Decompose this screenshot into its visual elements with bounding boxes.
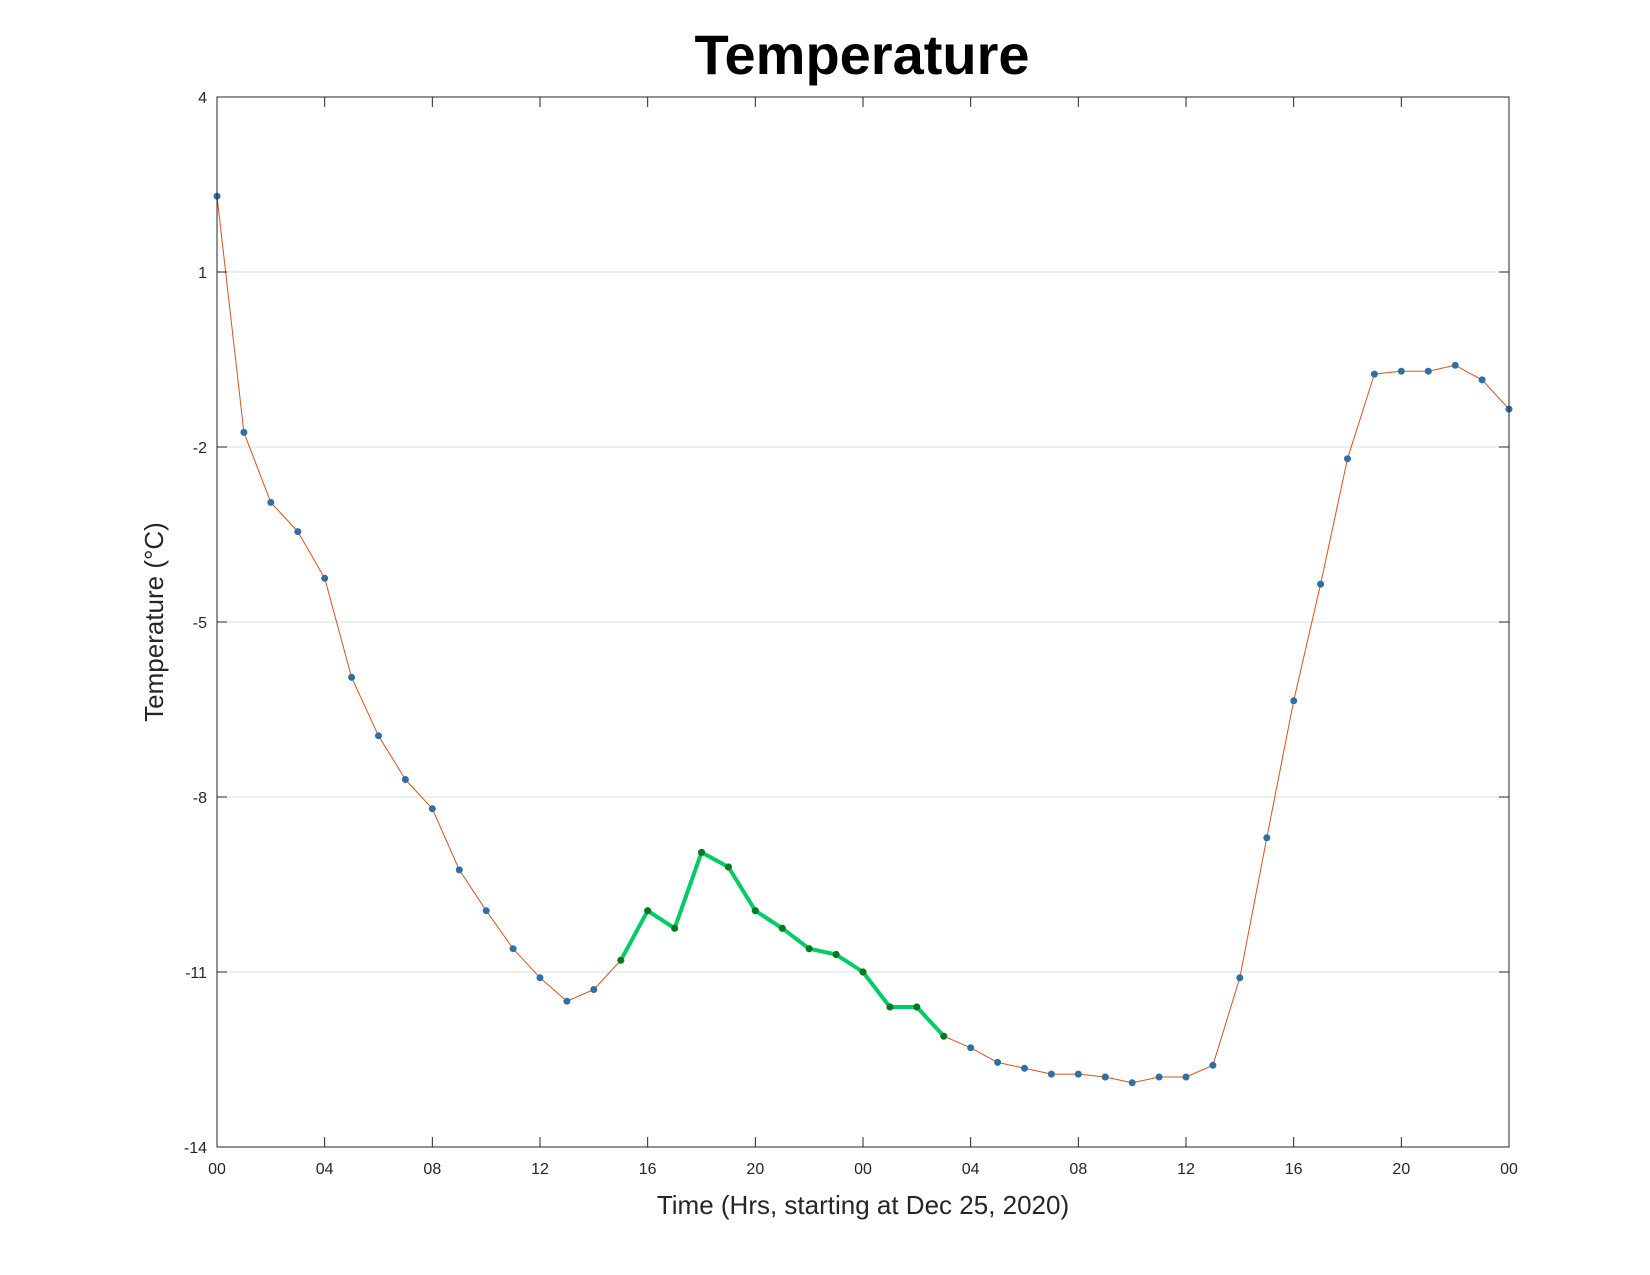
highlighted-data-point — [859, 968, 867, 976]
x-tick-label: 04 — [962, 1161, 980, 1178]
data-point — [1290, 697, 1298, 705]
data-point — [482, 907, 490, 915]
x-tick-label: 00 — [854, 1161, 872, 1178]
data-point — [240, 428, 248, 436]
data-point — [536, 974, 544, 982]
data-point — [509, 945, 517, 953]
y-tick-label: -2 — [193, 440, 207, 457]
axis-ticks: -14 -11 -8 -5 -2 1 4 00 04 08 12 16 20 00 04 08 12 16 20 00 — [184, 90, 1518, 1178]
chart-title: Temperature — [694, 23, 1029, 86]
data-point — [455, 866, 463, 874]
x-tick-label: 16 — [639, 1161, 657, 1178]
highlighted-data-point — [778, 924, 786, 932]
highlighted-data-point — [617, 956, 625, 964]
data-point — [994, 1058, 1002, 1066]
data-point — [401, 776, 409, 783]
y-tick-label: -5 — [193, 615, 207, 632]
data-point — [1021, 1064, 1028, 1072]
x-tick-label: 00 — [1500, 1161, 1518, 1178]
temperature-series-line — [216, 196, 1510, 1084]
x-tick-label: 20 — [746, 1161, 764, 1178]
x-tick-label: 12 — [531, 1161, 549, 1178]
highlighted-data-point — [832, 951, 840, 958]
data-point — [1128, 1079, 1136, 1087]
x-tick-label: 20 — [1392, 1161, 1410, 1178]
data-point — [1155, 1073, 1163, 1081]
data-point — [428, 805, 436, 813]
highlighted-series-line — [619, 850, 946, 1038]
highlighted-data-point — [913, 1003, 921, 1011]
x-tick-label: 16 — [1285, 1161, 1303, 1178]
data-point — [1424, 367, 1432, 375]
data-point — [1397, 367, 1405, 375]
data-point — [590, 986, 598, 993]
highlighted-data-point — [940, 1032, 948, 1040]
data-point — [294, 528, 302, 536]
data-point — [1478, 376, 1486, 384]
y-tick-label: -14 — [184, 1140, 207, 1157]
data-point — [1317, 580, 1325, 588]
data-point — [1182, 1073, 1190, 1081]
data-point — [321, 574, 329, 582]
x-tick-label: 00 — [208, 1161, 226, 1178]
highlighted-data-point — [698, 848, 705, 856]
y-axis-label: Temperature (°C) — [139, 522, 169, 722]
data-point — [267, 498, 275, 506]
data-point — [1263, 834, 1271, 842]
x-axis-label: Time (Hrs, starting at Dec 25, 2020) — [657, 1190, 1069, 1220]
x-tick-label: 08 — [1069, 1161, 1087, 1178]
x-tick-label: 04 — [316, 1161, 334, 1178]
data-point — [1451, 361, 1459, 369]
x-tick-label: 08 — [423, 1161, 441, 1178]
y-tick-label: 1 — [198, 265, 207, 282]
y-tick-label: -8 — [193, 790, 207, 807]
data-point — [967, 1044, 975, 1052]
series-layer — [213, 192, 1513, 1087]
data-point — [1370, 370, 1378, 378]
highlighted-data-point — [751, 907, 759, 915]
data-point — [1236, 974, 1244, 982]
data-point — [563, 997, 571, 1005]
highlighted-data-point — [886, 1003, 894, 1011]
data-point — [348, 673, 356, 681]
data-point — [1074, 1070, 1082, 1078]
data-point — [1209, 1061, 1217, 1069]
data-point — [1101, 1073, 1109, 1081]
y-tick-label: -11 — [185, 965, 207, 982]
data-point — [1047, 1070, 1055, 1078]
data-point — [375, 732, 382, 740]
highlighted-data-point — [644, 907, 652, 915]
grid-lines — [217, 271, 1509, 973]
highlighted-data-point — [724, 863, 732, 871]
x-tick-label: 12 — [1177, 1161, 1195, 1178]
data-point — [1344, 455, 1351, 463]
highlighted-data-point — [671, 924, 679, 932]
y-tick-label: 4 — [198, 90, 207, 107]
highlighted-data-point — [805, 945, 813, 953]
